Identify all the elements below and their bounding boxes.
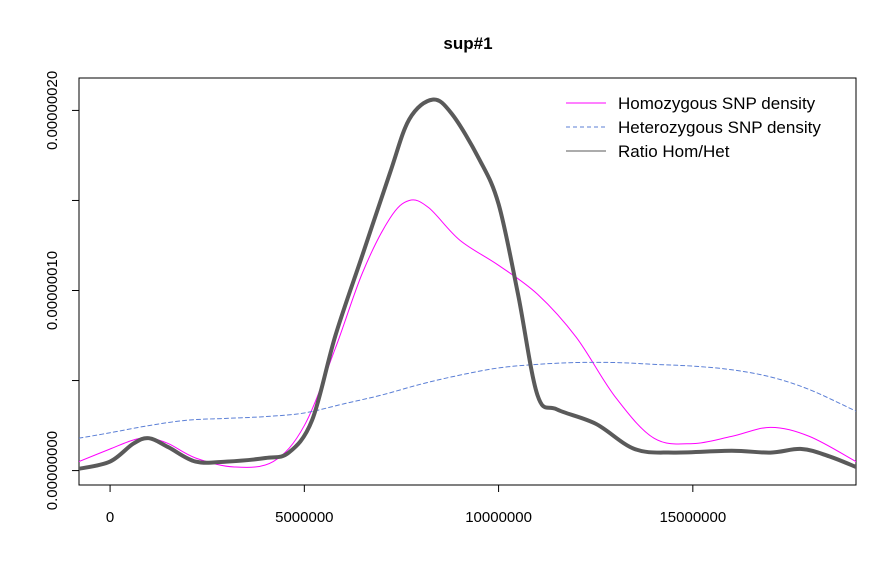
x-tick-label: 0 [106, 509, 114, 526]
legend-label: Homozygous SNP density [618, 94, 816, 113]
chart-title: sup#1 [443, 34, 492, 53]
x-axis: 0 5000000 10000000 15000000 [106, 484, 726, 526]
x-tick-label: 5000000 [275, 509, 333, 526]
x-tick-label: 15000000 [659, 509, 726, 526]
y-tick-label: 0.00000020 [44, 71, 61, 150]
series-line-homozygous-snp-density [79, 199, 856, 468]
series-line-ratio-hom-het [79, 97, 856, 471]
y-axis: 0.00000000 0.00000010 0.00000020 [44, 71, 80, 510]
y-tick-label: 0.00000000 [44, 431, 61, 510]
legend-label: Ratio Hom/Het [618, 142, 730, 161]
x-tick-label: 10000000 [465, 509, 532, 526]
series-layer [79, 97, 856, 471]
legend-label: Heterozygous SNP density [618, 118, 821, 137]
series-line-heterozygous-snp-density [79, 361, 856, 439]
legend: Homozygous SNP density Heterozygous SNP d… [566, 94, 821, 161]
y-tick-label: 0.00000010 [44, 251, 61, 330]
